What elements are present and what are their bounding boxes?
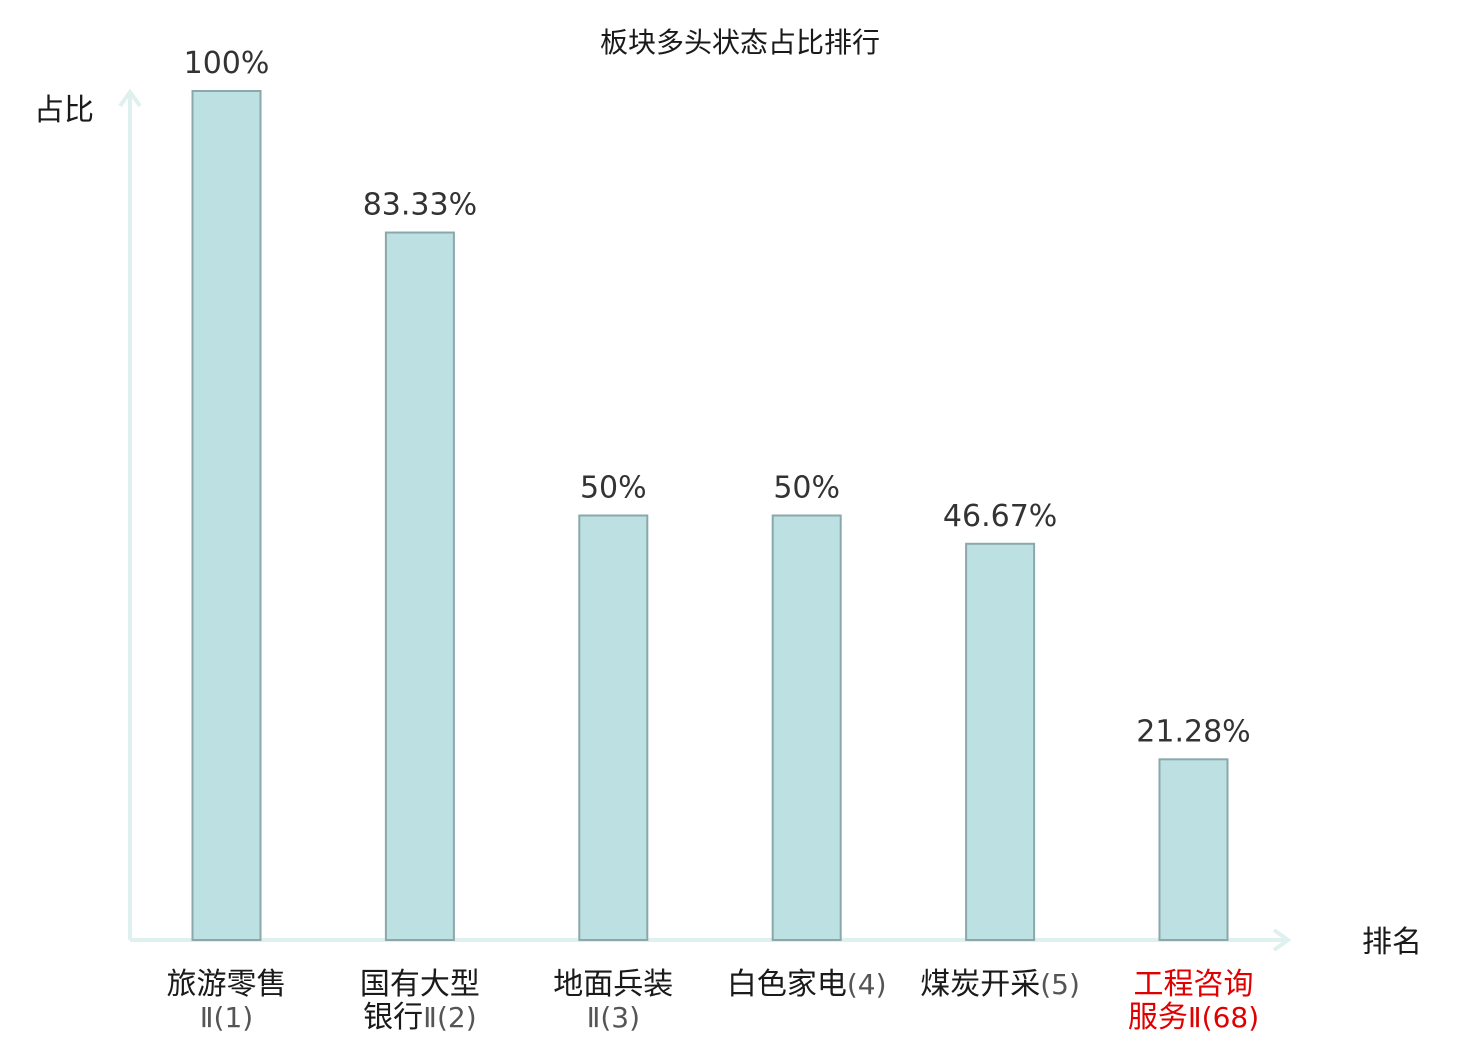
category-name: 旅游零售 (167, 967, 287, 1002)
category-rank: Ⅱ(3) (587, 1001, 640, 1034)
category-label: 银行Ⅱ(2) (363, 1000, 476, 1035)
category-label: Ⅱ(1) (200, 1001, 253, 1034)
category-name: 服务 (1128, 1000, 1188, 1035)
category-label: Ⅱ(3) (587, 1001, 640, 1034)
category-rank: Ⅱ(1) (200, 1001, 253, 1034)
category-label: 地面兵装 (553, 967, 673, 1002)
y-axis-title: 占比 (34, 93, 94, 128)
category-label: 旅游零售 (167, 967, 287, 1002)
bar (965, 542, 1036, 942)
bars (191, 90, 1229, 942)
category-label: 工程咨询 (1134, 967, 1254, 1002)
value-label: 83.33% (363, 188, 477, 223)
x-axis-arrow (1272, 928, 1292, 952)
category-name: 工程咨询 (1134, 967, 1254, 1002)
category-name: 地面兵装 (553, 967, 673, 1002)
bar (384, 231, 455, 941)
category-label: 煤炭开采(5) (920, 967, 1080, 1002)
value-labels: 100% 83.33% 50% 50% 46.67% 21.28% (184, 46, 1251, 749)
category-rank: Ⅱ(68) (1188, 1001, 1259, 1034)
chart-title: 板块多头状态占比排行 (600, 26, 880, 59)
bar (578, 514, 649, 941)
category-rank: (4) (847, 968, 887, 1001)
value-label: 50% (773, 471, 840, 506)
category-name: 国有大型 (360, 967, 480, 1002)
value-label: 46.67% (943, 499, 1057, 534)
category-rank: (5) (1040, 968, 1080, 1001)
category-label: 服务Ⅱ(68) (1128, 1000, 1259, 1035)
value-label: 21.28% (1136, 714, 1250, 749)
category-rank: Ⅱ(2) (423, 1001, 476, 1034)
category-label: 国有大型 (360, 967, 480, 1002)
category-label: 白色家电(4) (727, 967, 887, 1002)
bar (191, 90, 262, 941)
value-label: 50% (580, 471, 647, 506)
bar (1158, 758, 1229, 942)
category-name: 煤炭开采 (920, 967, 1040, 1002)
y-axis-arrow (118, 88, 142, 108)
bar (771, 514, 842, 941)
value-label: 100% (184, 46, 270, 81)
category-name: 白色家电 (727, 967, 847, 1002)
x-axis-title: 排名 (1362, 925, 1422, 960)
category-name: 银行 (363, 1000, 423, 1035)
